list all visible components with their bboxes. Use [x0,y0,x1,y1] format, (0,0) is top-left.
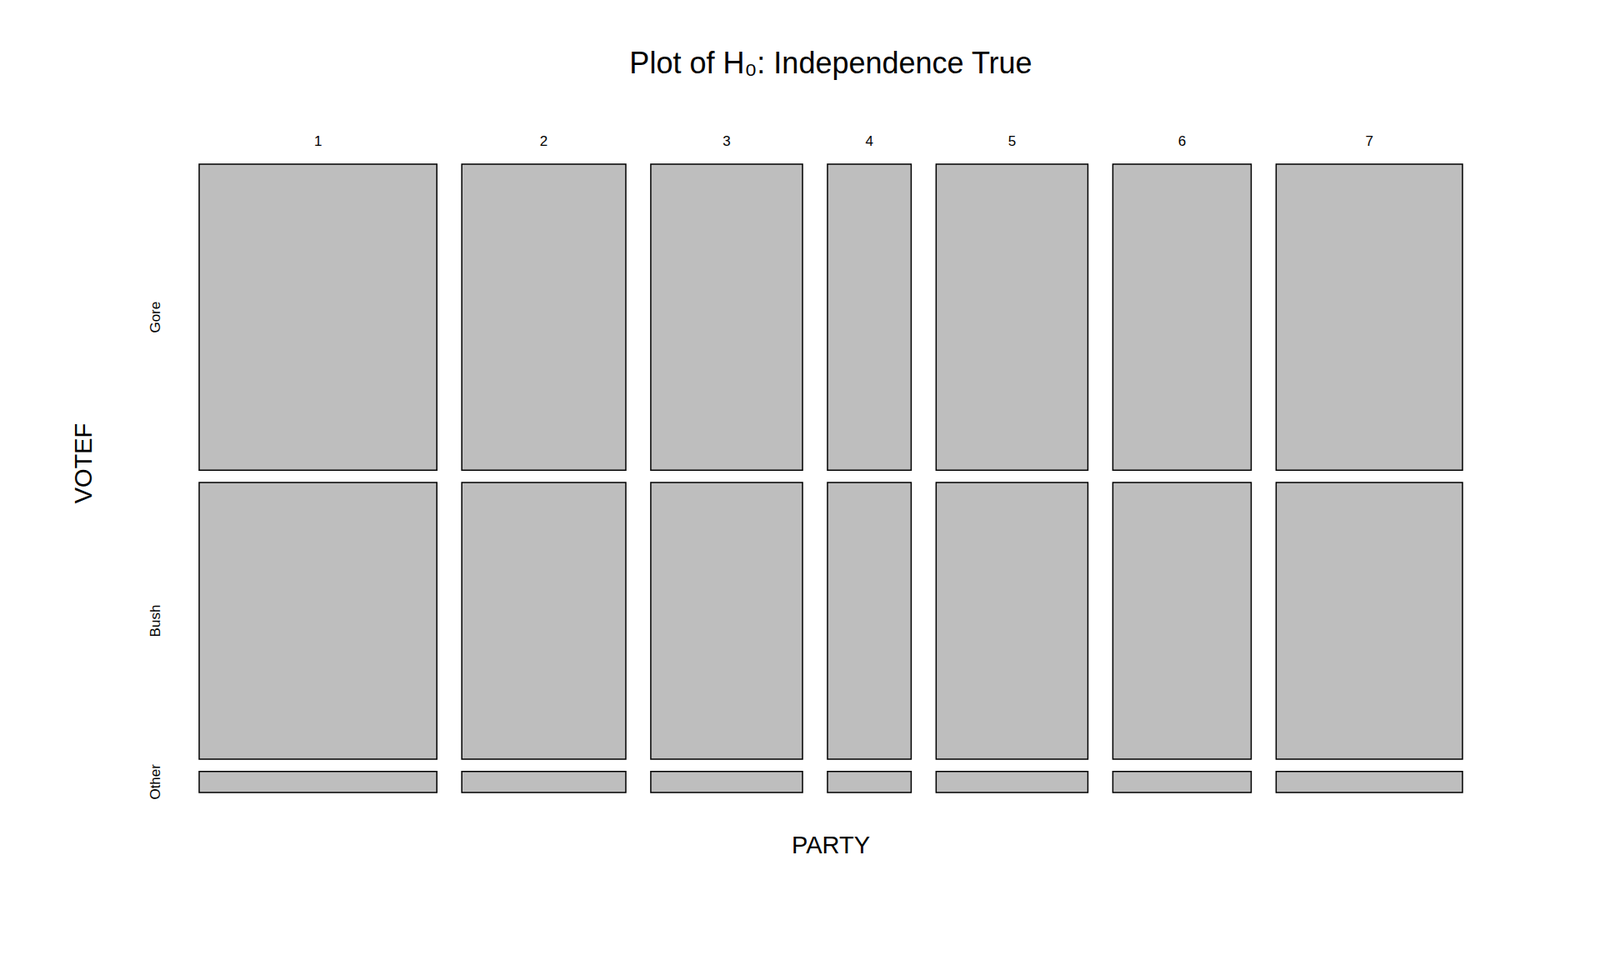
svg-text:Bush: Bush [148,605,165,638]
svg-text:7: 7 [1365,133,1373,150]
svg-text:6: 6 [1178,133,1186,150]
svg-text:2: 2 [540,133,548,150]
svg-text:Gore: Gore [148,301,165,334]
svg-text:Other: Other [148,764,165,800]
svg-text:1: 1 [314,133,322,150]
html-text:Plot of H₀: Independence True: Plot of H₀: Independence True [629,45,1033,80]
svg-text:5: 5 [1008,133,1016,150]
html-text:VOTEF: VOTEF [69,423,97,504]
svg-text:4: 4 [865,133,873,150]
svg-text:3: 3 [722,133,730,150]
html-text:PARTY: PARTY [791,831,870,858]
